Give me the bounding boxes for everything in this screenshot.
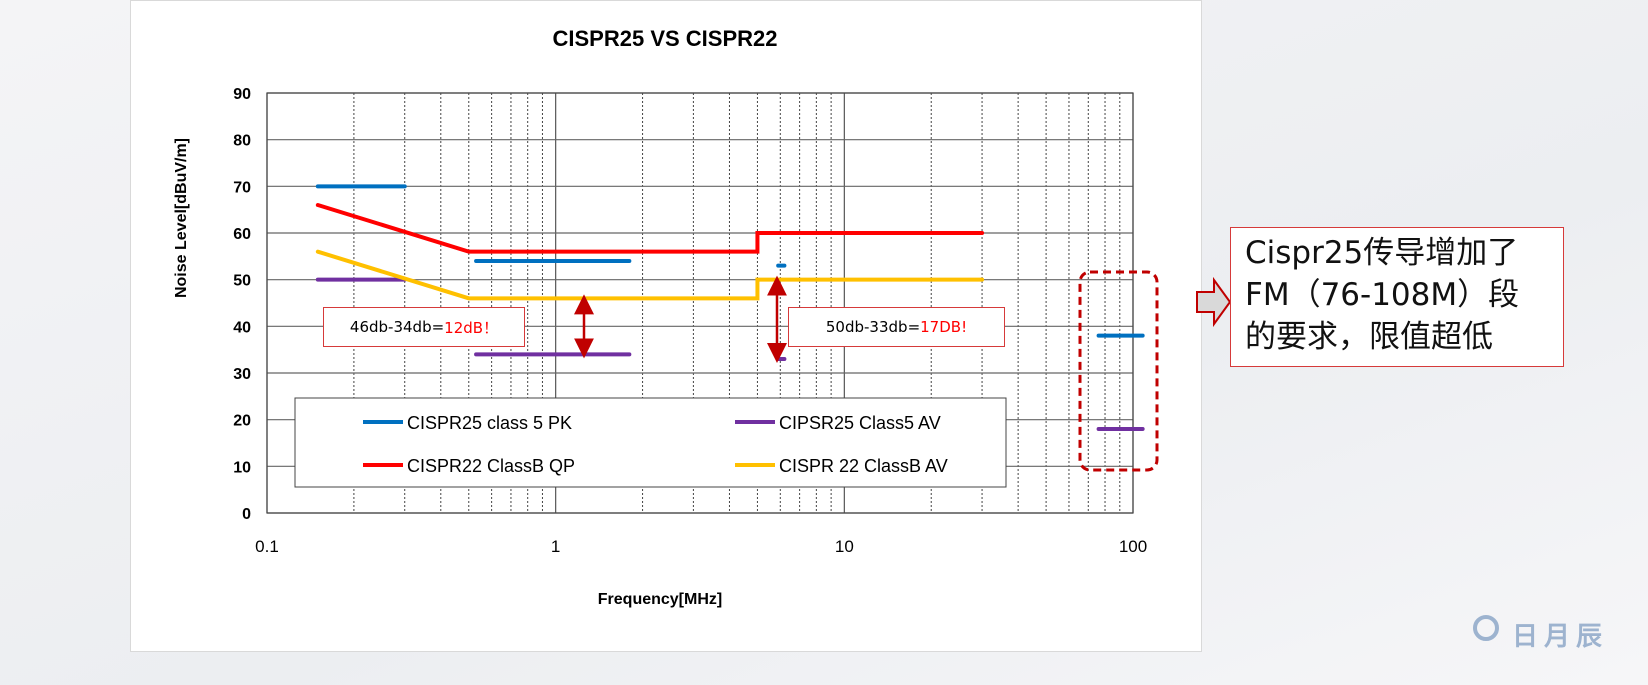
annotation-2-result: 17DB!: [920, 318, 968, 336]
y-tick-label: 30: [233, 366, 251, 383]
y-tick-label: 50: [233, 273, 251, 290]
note-box: Cispr25传导增加了 FM（76-108M）段 的要求，限值超低: [1230, 227, 1564, 367]
annotation-box-1: 46db-34db= 12dB！: [323, 307, 525, 347]
plot-area: [266, 92, 1134, 514]
y-tick-label: 80: [233, 133, 251, 150]
annotation-2-prefix: 50db-33db=: [825, 318, 921, 336]
annotation-box-2: 50db-33db= 17DB!: [788, 307, 1005, 347]
note-line: Cispr25传导增加了: [1245, 235, 1519, 271]
callout-arrow-icon: [1196, 276, 1232, 328]
x-axis-label: Frequency[MHz]: [598, 591, 722, 608]
watermark-logo-icon: [1473, 615, 1499, 641]
legend-label: CISPR22 ClassB QP: [407, 456, 575, 476]
legend-label: CISPR 22 ClassB AV: [779, 456, 948, 476]
y-tick-label: 60: [233, 226, 251, 243]
chart-title: CISPR25 VS CISPR22: [553, 26, 778, 51]
legend-label: CIPSR25 Class5 AV: [779, 413, 941, 433]
y-tick-label: 10: [233, 459, 251, 476]
y-axis-label: Noise Level[dBuV/m]: [173, 138, 190, 298]
legend: [294, 397, 1007, 488]
y-tick-label: 70: [233, 179, 251, 196]
y-tick-label: 40: [233, 319, 251, 336]
y-tick-label: 20: [233, 413, 251, 430]
x-tick-label: 10: [835, 537, 854, 556]
watermark: 日月辰: [1512, 621, 1609, 651]
series-line-cispr-22-classb-av: [315, 249, 985, 301]
x-tick-label: 0.1: [255, 537, 279, 556]
fm-band-highlight: [1078, 270, 1159, 472]
note-line: 的要求，限值超低: [1245, 319, 1493, 355]
note-line: FM（76-108M）段: [1245, 277, 1520, 313]
series-line-cispr22-classb-qp: [315, 203, 985, 254]
annotation-1-prefix: 46db-34db=: [349, 318, 445, 336]
y-tick-label: 90: [233, 86, 251, 103]
annotation-1-result: 12dB！: [444, 318, 499, 337]
x-tick-label: 1: [551, 537, 560, 556]
y-tick-label: 0: [242, 506, 251, 523]
x-tick-label: 100: [1119, 537, 1147, 556]
legend-label: CISPR25 class 5 PK: [407, 413, 572, 433]
